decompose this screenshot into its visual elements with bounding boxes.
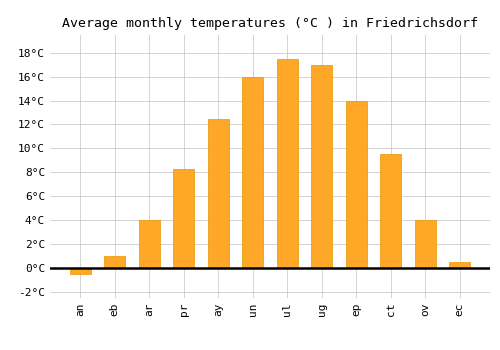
Bar [415, 220, 436, 268]
Bar [174, 169, 194, 268]
Bar [346, 101, 366, 268]
Title: Average monthly temperatures (°C ) in Friedrichsdorf: Average monthly temperatures (°C ) in Fr… [62, 17, 478, 30]
Bar [312, 65, 332, 268]
Bar [139, 220, 160, 268]
Bar [277, 59, 297, 268]
Bar [70, 268, 90, 274]
Bar [208, 119, 229, 268]
Bar [242, 77, 263, 268]
Bar [380, 154, 401, 268]
Bar [450, 262, 470, 268]
Bar [104, 256, 125, 268]
